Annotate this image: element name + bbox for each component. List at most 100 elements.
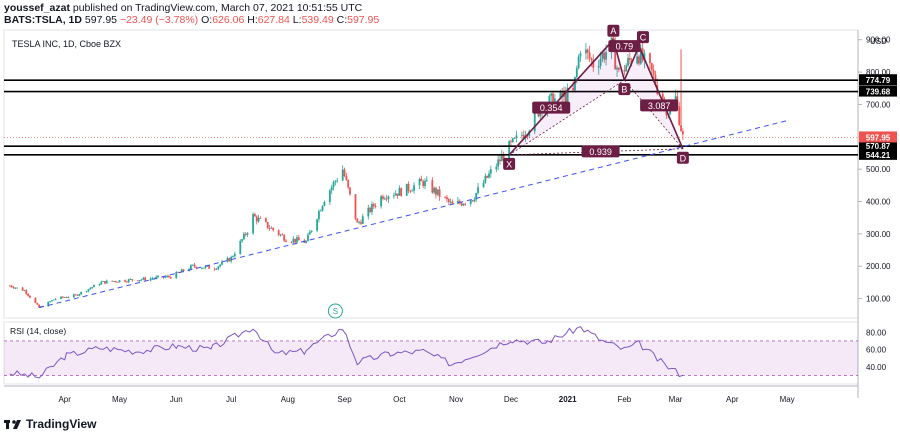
brand-footer[interactable]: TradingView (4, 417, 96, 431)
candle-body (25, 290, 28, 294)
candle-body (464, 203, 467, 205)
candle-body (89, 288, 92, 290)
price-tick-label: 800.00 (866, 68, 891, 77)
candle-body (321, 205, 324, 211)
candle-body (118, 280, 121, 283)
candle-body (208, 265, 211, 269)
pattern-ratio-label: 0.79 (616, 42, 634, 52)
candle-body (124, 280, 126, 282)
candle-body (489, 169, 492, 174)
close-value: 597.95 (347, 14, 380, 26)
candle-body (628, 58, 631, 60)
candle-body (548, 95, 551, 105)
candle-body (54, 298, 57, 300)
candle-body (151, 278, 154, 280)
candle-body (550, 93, 553, 96)
time-tick-label: Sep (337, 395, 352, 404)
candle-body (636, 56, 639, 64)
pattern-ratio-box (581, 145, 620, 158)
candle-body (323, 201, 326, 206)
candle-body (579, 53, 582, 57)
candle-body (177, 272, 179, 273)
candle-body (438, 189, 441, 197)
candle-body (343, 169, 346, 177)
candle-body (255, 216, 258, 222)
candle-body (649, 53, 651, 64)
candle-body (12, 287, 15, 289)
candle-body (283, 235, 286, 241)
symbol-label: BATS:TSLA, 1D (4, 14, 82, 26)
author-name[interactable]: youssef_azat (4, 2, 70, 14)
candle-body (592, 59, 595, 68)
candle-body (74, 294, 77, 296)
price-change: −23.49 (−3.78%) (119, 14, 199, 26)
candle-body (228, 258, 231, 262)
candle-body (367, 207, 370, 217)
candle-body (349, 187, 351, 195)
time-tick-label: Apr (58, 395, 71, 404)
pattern-point-label: B (621, 85, 627, 95)
pattern-ratio-box (532, 101, 571, 114)
candle-body (285, 240, 287, 242)
candle-body (266, 221, 269, 229)
pattern-leg (638, 45, 684, 150)
pattern-ratio-label: 0.354 (540, 103, 563, 113)
candle-body (93, 284, 95, 288)
candle-body (385, 198, 388, 200)
candle-body (597, 66, 600, 68)
candle-body (405, 183, 408, 196)
high-label: H: (247, 14, 258, 26)
candle-body (436, 189, 439, 195)
candle-body (599, 58, 602, 67)
candle-body (347, 179, 350, 188)
candle-body (354, 194, 357, 220)
candle-body (23, 290, 26, 292)
candle-body (142, 277, 145, 280)
level-tag-label: 544.21 (866, 151, 891, 160)
candle-body (336, 180, 339, 182)
pattern-ratio-label: 3.087 (648, 101, 671, 111)
candle-body (533, 110, 536, 132)
level-tag-label: 774.79 (866, 76, 891, 85)
level-tag-label: 739.68 (866, 88, 891, 97)
candle-body (526, 135, 529, 137)
candle-body (418, 178, 421, 186)
candle-body (616, 67, 618, 70)
pattern-ratio-box (608, 40, 641, 53)
candle-body (16, 287, 19, 289)
candle-body (27, 293, 30, 296)
candle-body (204, 266, 207, 268)
pattern-leg (508, 39, 614, 156)
candle-body (650, 63, 653, 71)
candle-body (164, 276, 167, 278)
publish-line: youssef_azat published on TradingView.co… (4, 2, 362, 14)
level-tag (859, 148, 897, 160)
level-tag (859, 74, 897, 86)
time-tick-label: Oct (393, 395, 406, 404)
candle-body (488, 173, 490, 178)
candle-body (195, 266, 198, 269)
candle-body (603, 52, 606, 60)
candle-body (191, 264, 194, 266)
candle-body (180, 269, 183, 273)
candle-body (305, 241, 308, 243)
candle-body (202, 267, 205, 269)
candle-body (279, 234, 282, 236)
candle-body (444, 196, 447, 198)
candle-body (513, 137, 516, 139)
pattern-ratio-line (509, 148, 683, 156)
candle-body (623, 69, 626, 72)
candle-body (155, 276, 158, 279)
candle-body (10, 285, 13, 288)
open-value: 626.06 (212, 14, 245, 26)
candle-body (49, 301, 51, 303)
candle-body (61, 296, 64, 298)
candle-body (572, 87, 575, 91)
candle-body (372, 204, 375, 207)
candle-body (217, 266, 220, 269)
candle-body (125, 281, 128, 283)
price-tick-label: 100.00 (866, 295, 891, 304)
brand-name: TradingView (26, 417, 97, 431)
candle-body (585, 49, 587, 54)
